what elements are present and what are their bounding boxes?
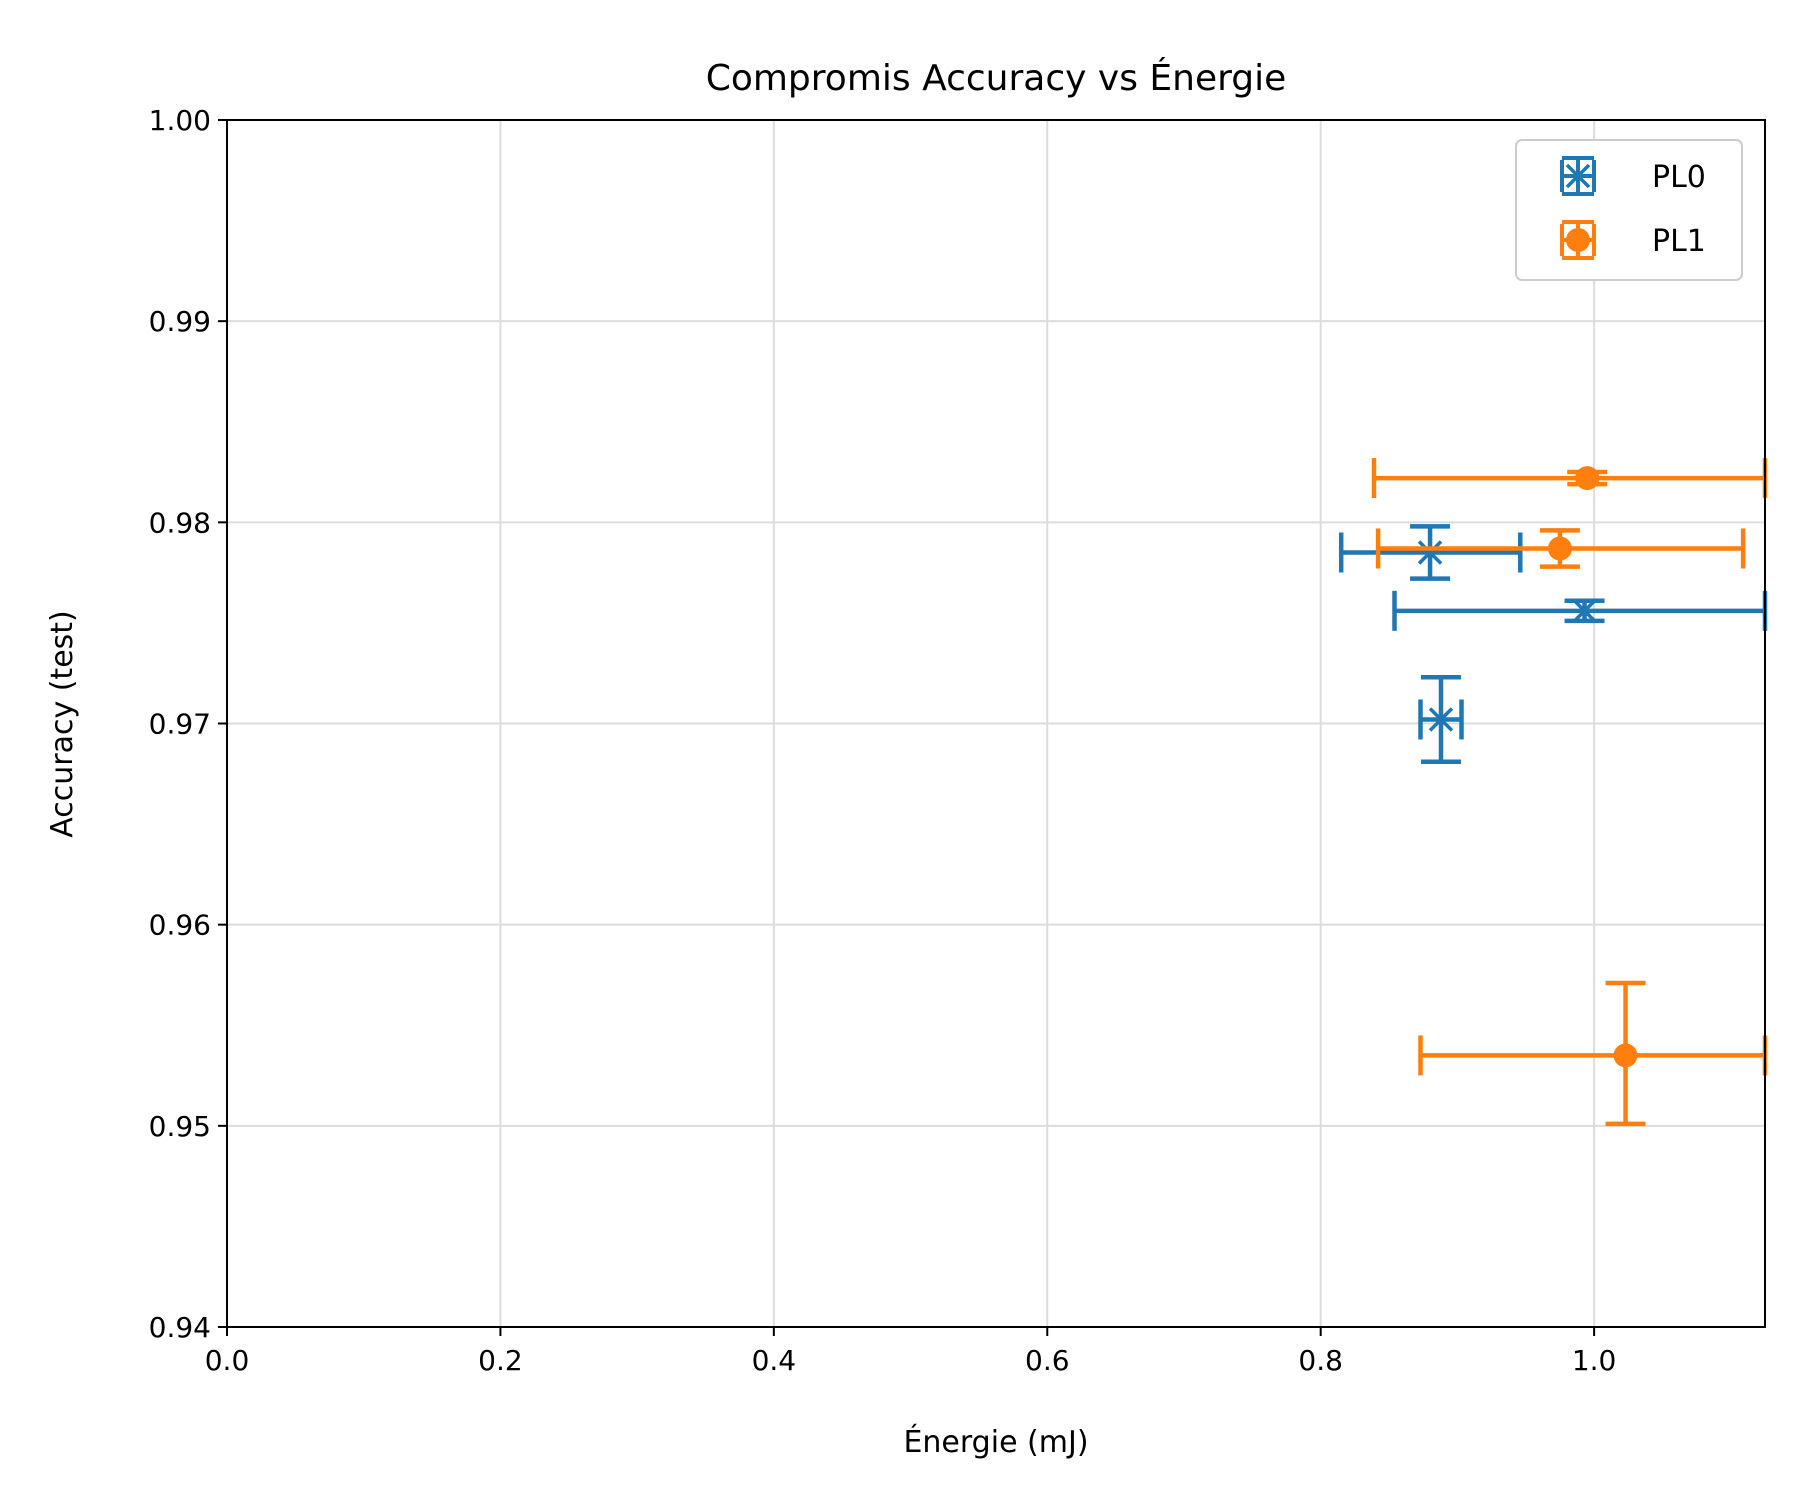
plot-series: [1338, 458, 1768, 1127]
data-marker: [1613, 1043, 1638, 1068]
grid: [226, 119, 1765, 1328]
data-point: [1375, 528, 1746, 569]
y-axis-label: Accuracy (test): [45, 610, 80, 838]
chart-title: Compromis Accuracy vs Énergie: [706, 57, 1287, 99]
x-tick-label: 0.2: [478, 1344, 523, 1377]
y-tick-label: 0.98: [149, 506, 211, 539]
marker-stroke: [1417, 540, 1443, 565]
data-marker: [1417, 540, 1443, 565]
marker-stroke: [1565, 163, 1591, 189]
data-point: [1392, 590, 1768, 631]
x-tick-label: 0.0: [205, 1344, 250, 1377]
data-point: [1371, 458, 1768, 499]
marker-stroke: [1428, 707, 1454, 732]
x-tick-label: 0.6: [1025, 1344, 1070, 1377]
y-tick-label: 0.95: [149, 1110, 211, 1143]
x-tick-label: 0.4: [752, 1344, 797, 1377]
legend: PL0 PL1: [1515, 139, 1743, 281]
data-marker: [1572, 598, 1597, 624]
data-point: [1418, 674, 1464, 764]
y-tick-label: 0.96: [149, 909, 211, 942]
legend-label: PL0: [1652, 160, 1706, 195]
legend-entry-pl0: PL0: [1560, 156, 1706, 196]
series-pl1: [1371, 458, 1768, 1127]
data-marker: [1575, 466, 1600, 491]
series-pl0: [1338, 524, 1768, 764]
y-tick-label: 0.99: [149, 305, 211, 338]
data-marker: [1428, 707, 1454, 732]
y-tick-label: 0.97: [149, 708, 211, 741]
x-axis-label: Énergie (mJ): [903, 1424, 1088, 1460]
legend-marker: [1565, 163, 1591, 189]
y-tick-label: 0.94: [149, 1311, 211, 1344]
legend-marker: [1566, 228, 1590, 252]
axis-ticks: 0.0 0.2 0.4 0.6 0.8 1.0 0.94 0.95 0.96 0.97 0.98 0.…: [149, 104, 1617, 1377]
x-tick-label: 1.0: [1572, 1344, 1617, 1377]
x-tick-label: 0.8: [1298, 1344, 1343, 1377]
data-point: [1338, 524, 1523, 581]
plot-frame: [226, 119, 1766, 1328]
y-tick-label: 1.00: [149, 104, 211, 137]
legend-entry-pl1: PL1: [1560, 220, 1706, 260]
data-point: [1418, 980, 1768, 1127]
marker-stroke: [1572, 598, 1597, 624]
data-marker: [1547, 536, 1572, 561]
legend-label: PL1: [1652, 224, 1706, 259]
legend-box: [1515, 139, 1743, 281]
